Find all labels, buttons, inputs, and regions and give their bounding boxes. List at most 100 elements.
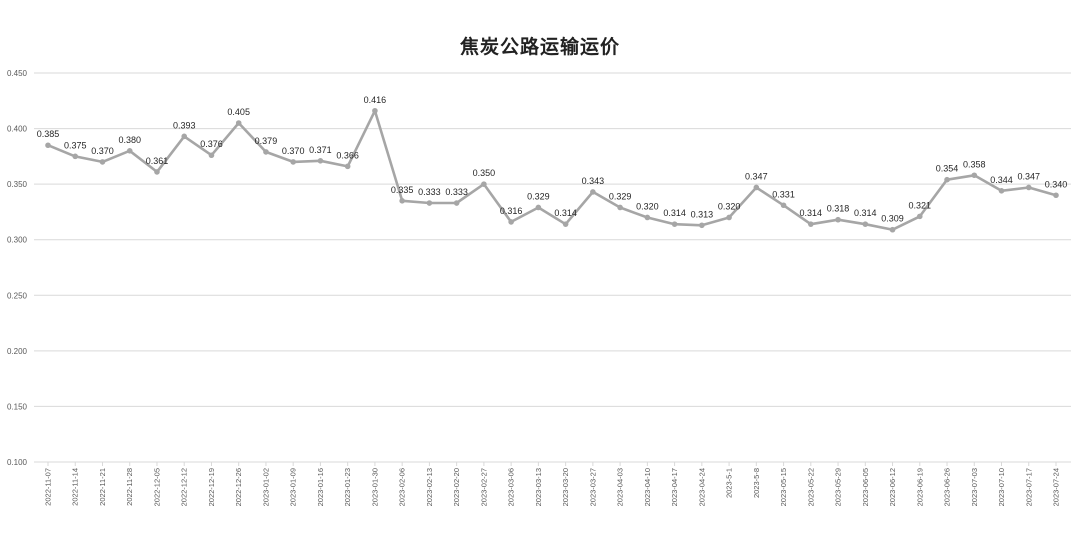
data-label: 0.321 [909, 200, 932, 210]
x-tick-label: 2023-01-23 [343, 468, 352, 506]
data-label: 0.370 [282, 146, 305, 156]
data-label: 0.314 [800, 208, 823, 218]
data-point [971, 172, 978, 179]
data-label: 0.318 [827, 204, 850, 214]
data-point [699, 222, 705, 229]
data-label: 0.329 [527, 191, 550, 201]
x-axis-tick-labels: 2022-11-07 2022-11-14 2022-11-21 2022-11-28… [44, 468, 1061, 506]
data-label: 0.314 [854, 208, 877, 218]
data-point [208, 152, 215, 159]
x-tick-label: 2023-05-15 [779, 468, 788, 506]
data-label: 0.316 [500, 206, 523, 216]
data-label: 0.379 [255, 136, 278, 146]
data-label: 0.354 [936, 164, 959, 174]
data-point [181, 133, 188, 140]
data-point [1025, 184, 1032, 191]
data-label: 0.376 [200, 139, 223, 149]
x-tick-label: 2023-06-12 [888, 468, 897, 506]
data-label: 0.333 [418, 187, 441, 197]
data-point [1053, 192, 1059, 199]
data-label: 0.350 [473, 168, 496, 178]
data-label: 0.405 [227, 107, 250, 117]
x-tick-label: 2023-5-8 [752, 468, 761, 498]
data-point [154, 169, 160, 175]
data-point [671, 221, 678, 227]
x-tick-label: 2023-03-27 [588, 468, 597, 506]
data-point [835, 216, 841, 223]
x-tick-label: 2023-07-03 [970, 468, 979, 506]
data-point [808, 221, 814, 227]
data-point [426, 200, 433, 206]
x-tick-label: 2023-01-16 [316, 468, 325, 506]
series-line [46, 109, 1058, 231]
data-point [862, 221, 869, 227]
data-points [45, 107, 1059, 233]
data-point [535, 204, 542, 211]
data-point [726, 214, 732, 221]
y-axis-tick-labels: 0.100 0.150 0.200 0.250 0.300 0.350 0.400 0.450 [7, 69, 28, 467]
y-tick-label: 0.100 [7, 458, 28, 467]
data-point [344, 163, 351, 170]
data-label: 0.370 [91, 146, 114, 156]
data-label: 0.320 [718, 201, 741, 211]
data-point [944, 176, 950, 183]
x-tick-label: 2023-02-13 [425, 468, 434, 506]
x-tick-label: 2022-12-26 [234, 468, 243, 506]
data-label: 0.343 [582, 176, 605, 186]
x-tick-label: 2023-03-13 [534, 468, 543, 506]
data-point [317, 158, 324, 164]
data-point [72, 153, 79, 160]
data-point [562, 221, 569, 227]
x-tick-label: 2023-04-24 [697, 468, 706, 506]
data-label: 0.320 [636, 201, 659, 211]
y-tick-label: 0.450 [7, 69, 28, 78]
x-tick-label: 2022-12-05 [152, 468, 161, 506]
data-label: 0.335 [391, 185, 414, 195]
x-tick-label: 2022-11-28 [125, 468, 134, 506]
data-point [998, 188, 1005, 194]
x-tick-label: 2023-04-03 [616, 468, 625, 506]
data-point [481, 181, 487, 187]
grid-lines [34, 72, 1071, 466]
data-label: 0.314 [663, 208, 686, 218]
y-tick-label: 0.300 [7, 236, 28, 245]
x-tick-label: 2023-05-29 [834, 468, 843, 506]
y-tick-label: 0.200 [7, 347, 28, 356]
data-point [263, 149, 269, 155]
series-line-group [46, 109, 1058, 231]
x-tick-label: 2023-04-17 [670, 468, 679, 506]
data-label: 0.344 [990, 175, 1013, 185]
x-tick-label: 2022-12-19 [207, 468, 216, 506]
data-label: 0.333 [445, 187, 468, 197]
x-tick-label: 2023-01-30 [370, 468, 379, 506]
data-label: 0.331 [772, 189, 795, 199]
data-label: 0.361 [146, 156, 169, 166]
data-labels: 0.385 0.375 0.370 0.380 0.361 0.393 0.376 0.405… [37, 95, 1068, 224]
data-label: 0.347 [1017, 171, 1040, 181]
data-point [508, 219, 514, 225]
y-tick-label: 0.150 [7, 402, 28, 411]
x-tick-label: 2022-11-07 [44, 468, 53, 506]
x-tick-label: 2023-06-19 [915, 468, 924, 506]
x-tick-label: 2023-06-05 [861, 468, 870, 506]
data-point [916, 213, 923, 220]
data-label: 0.366 [336, 150, 359, 160]
data-label: 0.347 [745, 171, 768, 181]
data-point [617, 204, 623, 211]
data-point [453, 200, 460, 206]
data-label: 0.380 [118, 135, 141, 145]
data-label: 0.329 [609, 191, 632, 201]
data-point [99, 159, 106, 165]
y-tick-label: 0.400 [7, 125, 28, 134]
x-tick-label: 2023-02-20 [452, 468, 461, 506]
x-tick-label: 2023-03-06 [507, 468, 516, 506]
x-tick-label: 2023-5-1 [725, 468, 734, 498]
data-point [644, 214, 651, 221]
data-point [780, 202, 787, 209]
data-label: 0.385 [37, 129, 60, 139]
data-label: 0.375 [64, 140, 87, 150]
x-tick-label: 2023-02-27 [479, 468, 488, 506]
data-point [372, 107, 378, 114]
x-tick-label: 2022-12-12 [180, 468, 189, 506]
